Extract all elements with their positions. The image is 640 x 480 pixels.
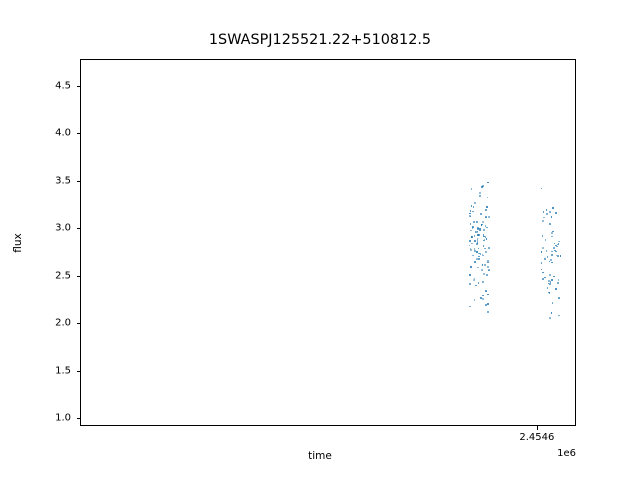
scatter-data-layer [81,60,575,425]
y-tick-label: 2.0 [55,317,71,329]
plot-axes-frame [80,59,576,426]
y-tick-mark [76,418,80,420]
y-tick-mark [76,275,80,277]
y-tick-mark [76,180,80,182]
y-axis-label: flux [12,233,24,253]
y-tick-mark [76,370,80,372]
x-axis-offset-label: 1e6 [557,448,576,459]
y-tick-label: 1.0 [55,412,71,424]
y-tick-mark [76,85,80,87]
x-tick-label: 2.4546 [519,432,555,443]
y-tick-label: 4.0 [55,127,71,139]
page-title: 1SWASPJ125521.22+510812.5 [208,32,432,48]
x-tick-mark [536,426,538,430]
y-tick-label: 4.5 [55,80,71,92]
x-axis-label: time [308,450,332,462]
y-tick-label: 3.0 [55,222,71,234]
y-tick-label: 3.5 [55,175,71,187]
y-tick-label: 1.5 [55,365,71,377]
y-tick-mark [76,323,80,325]
y-tick-mark [76,228,80,230]
y-tick-mark [76,133,80,135]
y-tick-label: 2.5 [55,270,71,282]
